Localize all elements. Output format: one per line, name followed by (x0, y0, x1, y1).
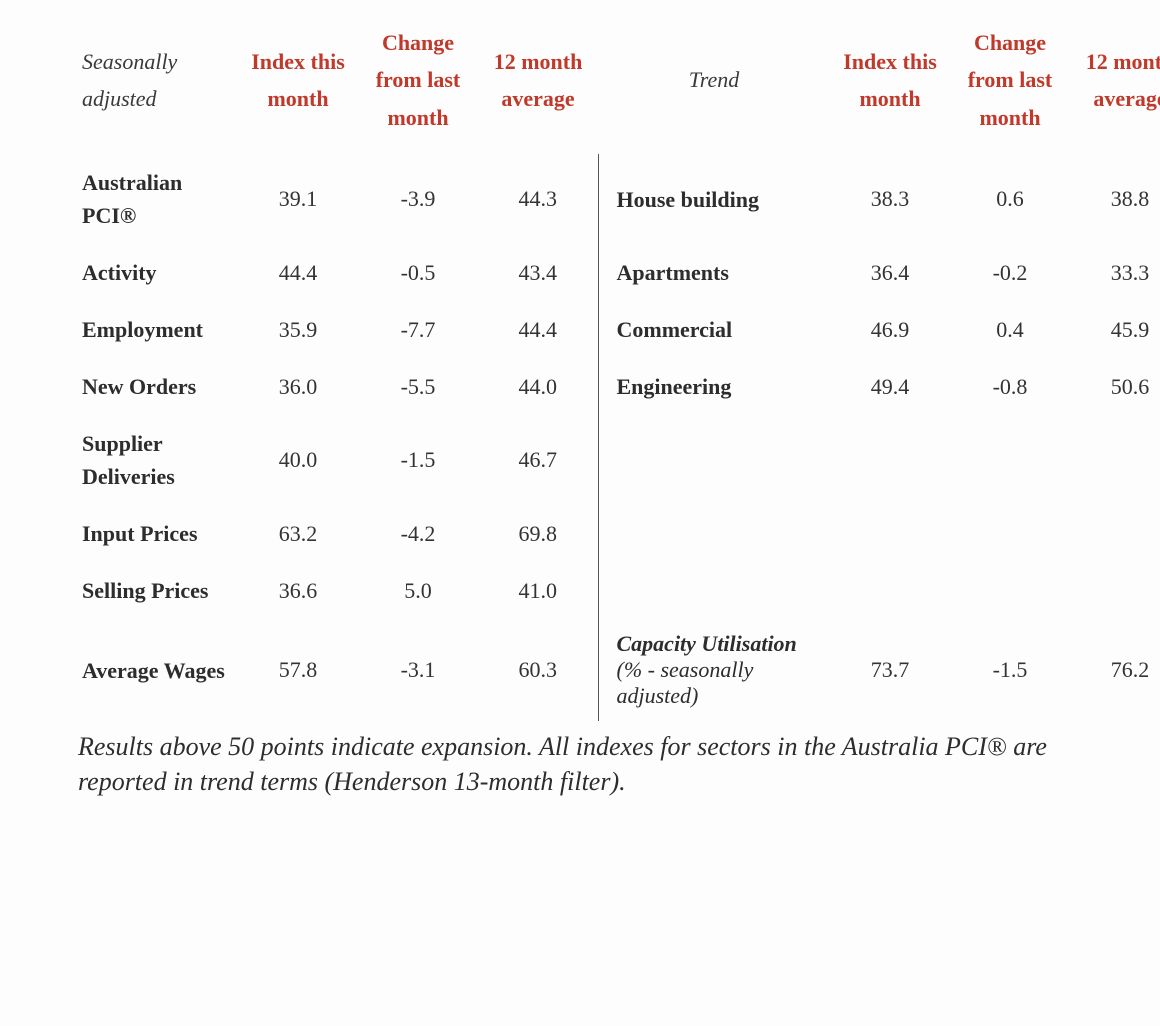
row-label-right: Engineering (598, 358, 830, 415)
cell-value: 46.9 (830, 301, 950, 358)
cell-value: 38.3 (830, 154, 950, 244)
header-left-col-1: Change from last month (358, 18, 478, 154)
row-label-left: Average Wages (78, 619, 238, 721)
header-seasonally-adjusted: Seasonally adjusted (78, 18, 238, 154)
cell-value: 69.8 (478, 505, 598, 562)
header-left-col-0: Index this month (238, 18, 358, 154)
row-label-right: House building (598, 154, 830, 244)
cell-value (1070, 415, 1160, 505)
cell-value: 60.3 (478, 619, 598, 721)
header-left-col-2: 12 month average (478, 18, 598, 154)
cell-value: 43.4 (478, 244, 598, 301)
table-body: Australian PCI® 39.1 -3.9 44.3 House bui… (78, 154, 1160, 721)
cell-value: 44.3 (478, 154, 598, 244)
cell-value: 36.0 (238, 358, 358, 415)
row-label-left: New Orders (78, 358, 238, 415)
cell-value: -1.5 (358, 415, 478, 505)
cell-value: 41.0 (478, 562, 598, 619)
cell-value: 36.4 (830, 244, 950, 301)
cell-value (830, 562, 950, 619)
row-label-left: Australian PCI® (78, 154, 238, 244)
header-right-label: Trend (689, 67, 740, 92)
cell-value: 5.0 (358, 562, 478, 619)
cell-value: 63.2 (238, 505, 358, 562)
pci-data-table: Seasonally adjusted Index this month Cha… (78, 18, 1160, 721)
header-right-col-2: 12 month average (1070, 18, 1160, 154)
table-row: Australian PCI® 39.1 -3.9 44.3 House bui… (78, 154, 1160, 244)
header-left-label: Seasonally adjusted (82, 49, 177, 111)
row-label-left: Input Prices (78, 505, 238, 562)
cell-value: 36.6 (238, 562, 358, 619)
cell-value: 44.0 (478, 358, 598, 415)
row-label-right: Commercial (598, 301, 830, 358)
cell-value: 50.6 (1070, 358, 1160, 415)
row-label-left: Supplier Deliveries (78, 415, 238, 505)
header-right-col-1: Change from last month (950, 18, 1070, 154)
cell-value: 35.9 (238, 301, 358, 358)
cell-value: 40.0 (238, 415, 358, 505)
cell-value: -0.2 (950, 244, 1070, 301)
header-trend: Trend (598, 18, 830, 154)
row-label-left: Activity (78, 244, 238, 301)
row-label-right (598, 562, 830, 619)
row-label-right (598, 505, 830, 562)
cell-value: 57.8 (238, 619, 358, 721)
cell-value: 46.7 (478, 415, 598, 505)
header-right-col-0: Index this month (830, 18, 950, 154)
row-label-left: Employment (78, 301, 238, 358)
table-row: Selling Prices 36.6 5.0 41.0 (78, 562, 1160, 619)
cell-value: -5.5 (358, 358, 478, 415)
row-label-right: Apartments (598, 244, 830, 301)
row-label-left: Selling Prices (78, 562, 238, 619)
cell-value (950, 562, 1070, 619)
cell-value: 0.6 (950, 154, 1070, 244)
cell-value: 0.4 (950, 301, 1070, 358)
row-label-right-capacity: Capacity Utilisation (% - seasonally adj… (598, 619, 830, 721)
cell-value: -1.5 (950, 619, 1070, 721)
cell-value: 45.9 (1070, 301, 1160, 358)
cell-value (950, 415, 1070, 505)
cell-value (1070, 562, 1160, 619)
table-row: New Orders 36.0 -5.5 44.0 Engineering 49… (78, 358, 1160, 415)
capacity-label-main: Capacity Utilisation (617, 631, 797, 656)
cell-value (1070, 505, 1160, 562)
cell-value: -7.7 (358, 301, 478, 358)
table-row: Average Wages 57.8 -3.1 60.3 Capacity Ut… (78, 619, 1160, 721)
table-header: Seasonally adjusted Index this month Cha… (78, 18, 1160, 154)
table-row: Input Prices 63.2 -4.2 69.8 (78, 505, 1160, 562)
cell-value: 33.3 (1070, 244, 1160, 301)
cell-value (830, 415, 950, 505)
cell-value: -0.8 (950, 358, 1070, 415)
cell-value: 38.8 (1070, 154, 1160, 244)
cell-value: -3.1 (358, 619, 478, 721)
table-row: Supplier Deliveries 40.0 -1.5 46.7 (78, 415, 1160, 505)
cell-value: 76.2 (1070, 619, 1160, 721)
cell-value (950, 505, 1070, 562)
cell-value: -3.9 (358, 154, 478, 244)
table-row: Employment 35.9 -7.7 44.4 Commercial 46.… (78, 301, 1160, 358)
cell-value: 39.1 (238, 154, 358, 244)
cell-value: 73.7 (830, 619, 950, 721)
cell-value: 44.4 (478, 301, 598, 358)
cell-value: -0.5 (358, 244, 478, 301)
table-row: Activity 44.4 -0.5 43.4 Apartments 36.4 … (78, 244, 1160, 301)
table-footnote: Results above 50 points indicate expansi… (78, 729, 1090, 799)
cell-value: 49.4 (830, 358, 950, 415)
cell-value (830, 505, 950, 562)
pci-table-page: Seasonally adjusted Index this month Cha… (0, 0, 1160, 839)
row-label-right (598, 415, 830, 505)
cell-value: 44.4 (238, 244, 358, 301)
capacity-label-paren: (% - seasonally adjusted) (617, 657, 754, 708)
cell-value: -4.2 (358, 505, 478, 562)
